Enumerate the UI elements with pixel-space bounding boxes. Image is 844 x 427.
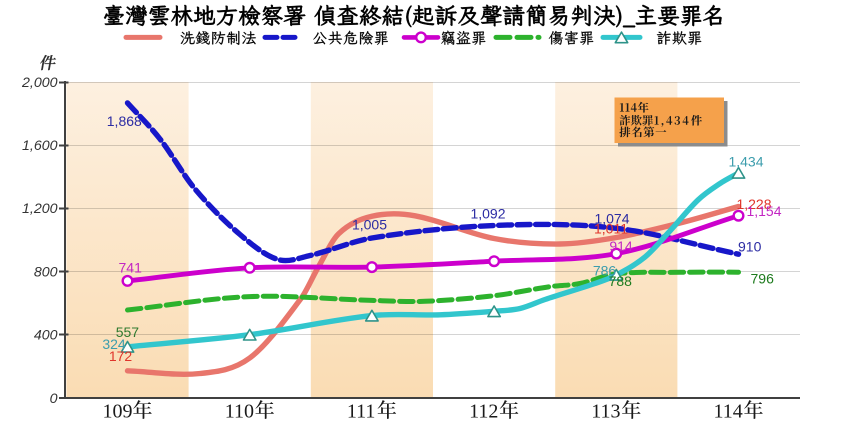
svg-text:1,200: 1,200 [22, 201, 58, 217]
svg-text:1,011: 1,011 [594, 220, 628, 236]
svg-text:113: 113 [591, 400, 620, 422]
svg-text:109: 109 [103, 400, 133, 422]
svg-text:1,600: 1,600 [22, 138, 58, 154]
svg-text:1,074: 1,074 [594, 210, 629, 226]
svg-text:324: 324 [102, 336, 126, 352]
svg-text:172: 172 [109, 348, 133, 364]
svg-text:557: 557 [116, 324, 140, 340]
svg-text:0: 0 [50, 391, 58, 407]
svg-text:400: 400 [34, 328, 58, 344]
svg-text:110: 110 [225, 400, 254, 422]
svg-text:1,092: 1,092 [470, 206, 505, 222]
svg-text:114: 114 [714, 400, 743, 422]
svg-text:1,868: 1,868 [107, 113, 142, 129]
svg-text:2,000: 2,000 [21, 75, 58, 91]
svg-text:914: 914 [609, 238, 633, 254]
svg-text:910: 910 [738, 239, 762, 255]
svg-text:111: 111 [347, 400, 376, 422]
svg-text:786: 786 [593, 262, 617, 278]
svg-text:1,434: 1,434 [728, 153, 763, 169]
svg-text:800: 800 [34, 264, 58, 280]
svg-text:1,005: 1,005 [352, 217, 387, 233]
svg-text:1,228: 1,228 [736, 196, 771, 212]
svg-text:1,154: 1,154 [746, 203, 781, 219]
svg-text:112: 112 [469, 400, 498, 422]
svg-text:796: 796 [751, 271, 775, 287]
svg-text:741: 741 [119, 259, 143, 275]
svg-text:788: 788 [609, 273, 633, 289]
